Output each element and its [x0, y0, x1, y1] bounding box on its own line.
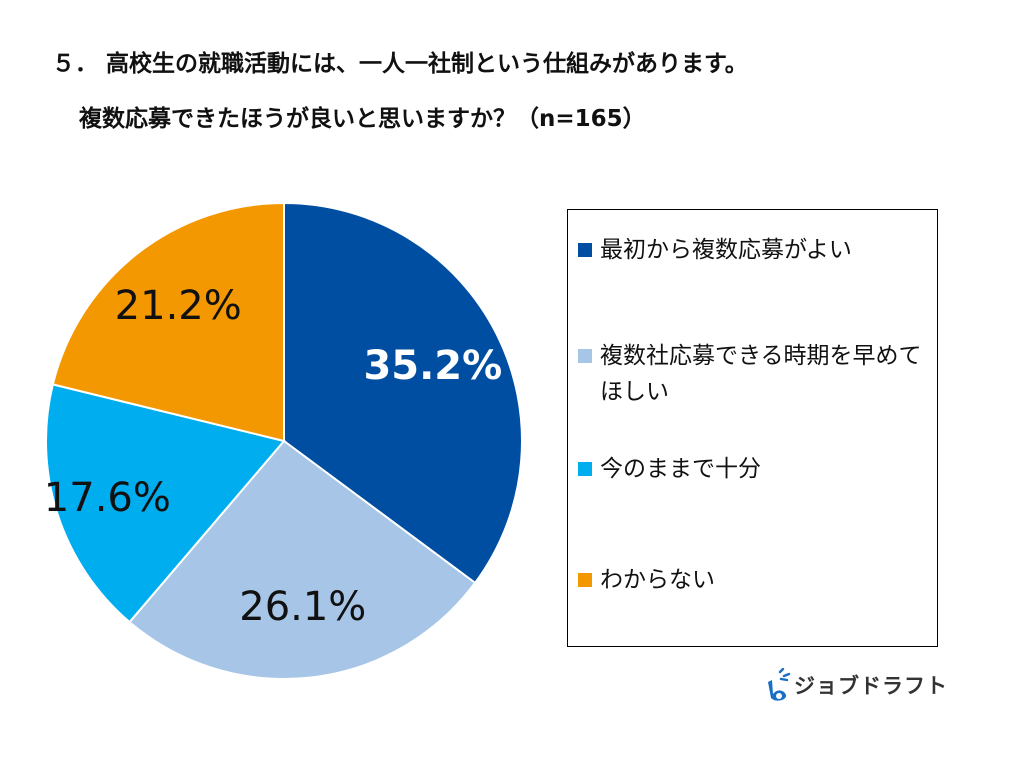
legend-item-2: 今のままで十分 [578, 451, 935, 487]
chart-title-line-2: 複数応募できたほうが良いと思いますか？（n=165） [79, 106, 646, 132]
legend-label-0: 最初から複数応募がよい [600, 237, 852, 263]
legend-item-1: 複数社応募できる時期を早めてほしい [578, 338, 935, 410]
pie-slice-3 [51, 201, 285, 443]
pie-slice-0 [283, 201, 523, 585]
legend-label-3: わからない [600, 567, 715, 593]
jobdraft-logo: ジョブドラフト [762, 668, 948, 702]
legend-swatch-0 [578, 243, 592, 257]
pie-slice-2 [45, 383, 286, 624]
legend-swatch-3 [578, 573, 592, 587]
chart-title-line-1: ５． 高校生の就職活動には、一人一社制という仕組みがあります。 [52, 51, 748, 77]
legend-swatch-2 [578, 462, 592, 476]
legend-swatch-1 [578, 349, 592, 363]
jobdraft-logo-icon [768, 668, 791, 701]
slice-label-3: 21.2% [114, 283, 242, 330]
slice-label-0: 35.2% [363, 343, 503, 390]
jobdraft-logo-text: ジョブドラフト [794, 674, 948, 698]
legend-item-3: わからない [578, 562, 935, 598]
pie-slice-1 [128, 439, 477, 680]
legend-item-0: 最初から複数応募がよい [578, 232, 935, 268]
slice-label-1: 26.1% [239, 583, 367, 630]
legend-label-1: 複数社応募できる時期を早めてほしい [600, 343, 922, 405]
legend-label-2: 今のままで十分 [600, 456, 761, 482]
chart-legend: 最初から複数応募がよい 複数社応募できる時期を早めてほしい 今のままで十分 わか… [567, 209, 938, 647]
slice-label-2: 17.6% [43, 475, 171, 522]
